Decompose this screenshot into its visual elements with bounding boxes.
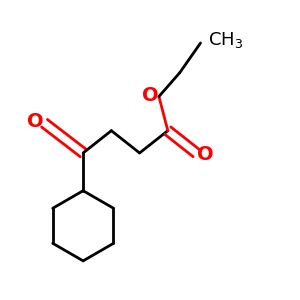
Text: O: O <box>142 85 158 104</box>
Text: CH$_3$: CH$_3$ <box>208 30 243 50</box>
Text: O: O <box>27 112 44 131</box>
Text: O: O <box>197 145 213 164</box>
